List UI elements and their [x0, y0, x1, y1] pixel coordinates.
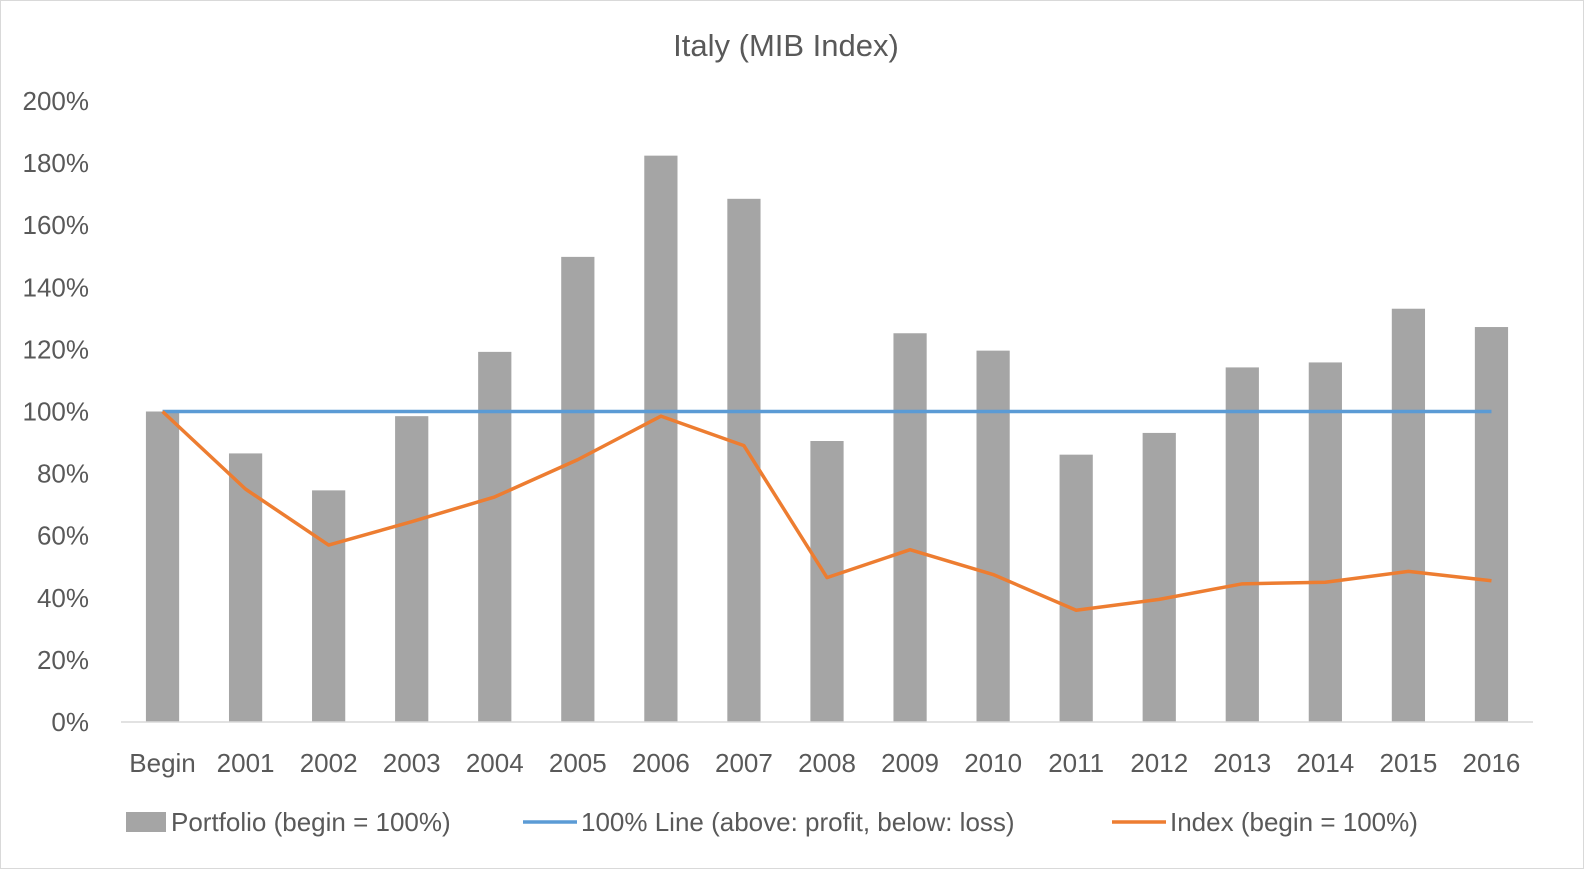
y-tick-label: 140% [23, 272, 90, 302]
bar-portfolio [478, 351, 512, 722]
x-tick-label: 2013 [1213, 748, 1271, 778]
x-tick-label: 2008 [798, 748, 856, 778]
x-tick-label: 2006 [632, 748, 690, 778]
x-tick-label: 2016 [1463, 748, 1521, 778]
bar-portfolio [145, 411, 180, 722]
bar-portfolio [1391, 308, 1426, 722]
x-tick-label: 2015 [1379, 748, 1437, 778]
bar-portfolio [1308, 362, 1342, 722]
y-tick-label: 100% [23, 397, 90, 427]
legend: Portfolio (begin = 100%) 100% Line (above… [126, 807, 1418, 837]
y-tick-label: 80% [37, 459, 89, 489]
legend-label: 100% Line (above: profit, below: loss) [581, 807, 1015, 837]
x-axis-ticks: Begin 2001 2002 2003 2004 2005 2006 2007 2008 200… [129, 748, 1520, 778]
x-tick-label: 2014 [1296, 748, 1354, 778]
y-tick-label: 120% [23, 334, 90, 364]
y-tick-label: 160% [23, 210, 90, 240]
bar-portfolio [810, 440, 844, 722]
legend-swatch-portfolio [126, 812, 166, 832]
line-series [161, 409, 1492, 612]
x-tick-label: 2009 [881, 748, 939, 778]
y-tick-label: 0% [51, 707, 89, 737]
y-tick-label: 40% [37, 583, 89, 613]
bar-portfolio [1142, 432, 1176, 722]
y-tick-label: 60% [37, 521, 89, 551]
bar-portfolio [1225, 367, 1259, 722]
x-tick-label: 2004 [466, 748, 524, 778]
x-tick-label: Begin [129, 748, 196, 778]
bar-portfolio [1059, 454, 1093, 722]
chart-title: Italy (MIB Index) [673, 28, 899, 63]
bar-portfolio [644, 155, 678, 722]
x-tick-label: 2001 [217, 748, 275, 778]
y-tick-label: 180% [23, 148, 90, 178]
bar-portfolio [561, 256, 595, 722]
y-tick-label: 20% [37, 645, 89, 675]
x-tick-label: 2007 [715, 748, 773, 778]
bar-portfolio [893, 333, 927, 722]
bar-portfolio [976, 350, 1010, 722]
x-tick-label: 2002 [300, 748, 358, 778]
x-tick-label: 2005 [549, 748, 607, 778]
x-tick-label: 2012 [1130, 748, 1188, 778]
x-tick-label: 2010 [964, 748, 1022, 778]
y-tick-label: 200% [23, 86, 90, 116]
line-index [161, 410, 1492, 612]
legend-label: Index (begin = 100%) [1170, 807, 1418, 837]
bar-portfolio [1474, 327, 1509, 722]
bar-series [145, 155, 1509, 722]
bar-portfolio [312, 490, 346, 722]
y-axis-ticks: 0% 20% 40% 60% 80% 100% 120% 140% 160% 180% 200% [23, 86, 90, 737]
x-tick-label: 2003 [383, 748, 441, 778]
x-tick-label: 2011 [1048, 748, 1104, 778]
bar-portfolio [395, 416, 429, 722]
bar-portfolio [228, 453, 263, 722]
bar-portfolio [727, 198, 761, 722]
legend-label: Portfolio (begin = 100%) [171, 807, 451, 837]
